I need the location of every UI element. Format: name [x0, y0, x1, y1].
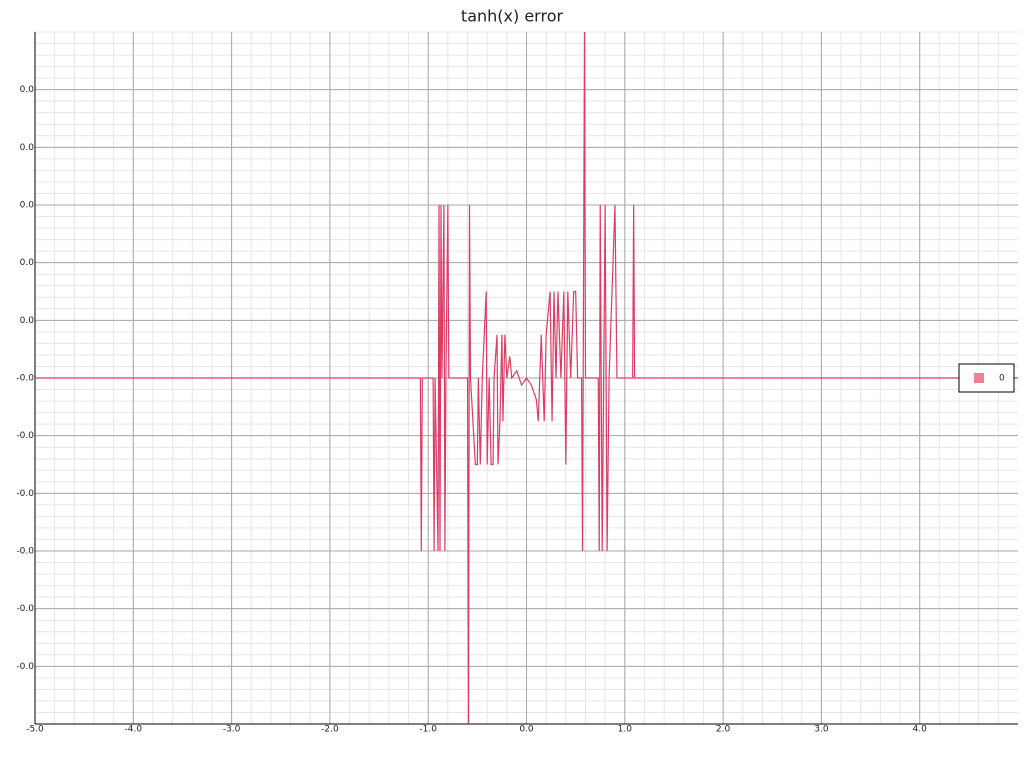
x-tick-label: -2.0 [321, 725, 339, 735]
data-line [35, 31, 1018, 725]
legend-swatch [974, 373, 984, 383]
legend-box [958, 363, 1015, 393]
x-tick-label: 0.0 [519, 725, 534, 735]
y-tick-label: -0.0 [16, 662, 34, 672]
y-tick-label: -0.0 [16, 374, 34, 384]
x-tick-label: -1.0 [419, 725, 437, 735]
y-tick-label: -0.0 [16, 604, 34, 614]
y-tick-label: -0.0 [16, 489, 34, 499]
x-tick-label: 3.0 [814, 725, 829, 735]
x-tick-label: 2.0 [716, 725, 731, 735]
y-tick-label: 0.0 [20, 143, 35, 153]
chart-title: tanh(x) error [461, 7, 564, 26]
y-tick-label: 0.0 [20, 201, 35, 211]
x-tick-label: 4.0 [913, 725, 928, 735]
legend-label: 0 [999, 374, 1005, 384]
x-tick-label: -4.0 [125, 725, 143, 735]
y-tick-label: 0.0 [20, 85, 35, 95]
y-tick-label: -0.0 [16, 547, 34, 557]
y-tick-label: 0.0 [20, 258, 35, 268]
x-tick-label: 1.0 [618, 725, 633, 735]
x-tick-label: -5.0 [26, 725, 44, 735]
x-tick-label: -3.0 [223, 725, 241, 735]
y-tick-label: 0.0 [20, 316, 35, 326]
y-tick-label: -0.0 [16, 431, 34, 441]
